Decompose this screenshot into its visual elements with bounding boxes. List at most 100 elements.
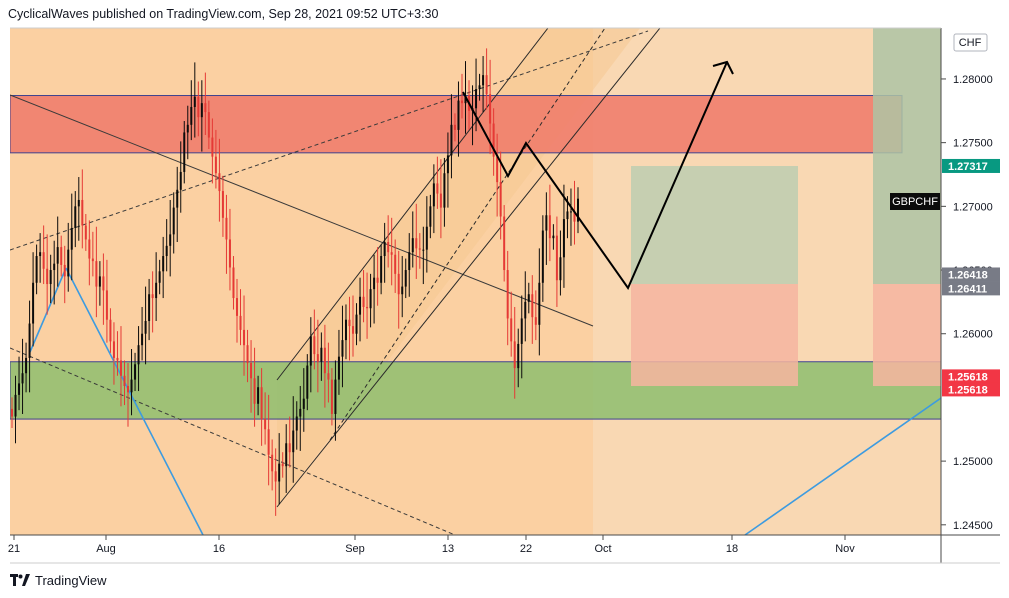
candle-body-129 — [464, 95, 467, 104]
price-tick-label-1: 1.27500 — [953, 138, 993, 150]
symbol-label: GBPCHF — [892, 196, 938, 208]
candle-body-113 — [408, 252, 411, 271]
candle-body-21 — [84, 225, 87, 240]
candle-body-154 — [552, 235, 555, 239]
candle-body-4 — [25, 357, 28, 374]
candle-body-93 — [337, 356, 340, 380]
candle-body-57 — [211, 137, 214, 157]
candle-body-111 — [401, 286, 404, 295]
price-tick-label-6: 1.24500 — [953, 520, 993, 532]
target-zone-box — [631, 166, 798, 284]
dashed-trendline-upper — [10, 30, 649, 251]
candle-body-78 — [285, 443, 288, 467]
candle-body-26 — [102, 276, 105, 291]
candle-body-86 — [313, 336, 316, 355]
right-stop-box — [873, 284, 941, 386]
candlestick-series — [11, 48, 579, 516]
channel-upper-line — [276, 28, 549, 381]
channel-lower-line — [276, 28, 661, 508]
candle-body-88 — [320, 347, 323, 362]
currency-box[interactable] — [953, 33, 988, 52]
candle-body-0 — [11, 408, 13, 417]
time-tick-label-4: 13 — [442, 543, 454, 555]
tradingview-brand: TradingView — [35, 572, 107, 588]
support-zone — [10, 361, 941, 420]
candle-body-101 — [366, 306, 369, 309]
candle-body-79 — [288, 443, 291, 453]
candle-body-60 — [221, 191, 224, 218]
time-tick-label-3: Sep — [345, 543, 365, 555]
right-target-box — [873, 28, 941, 284]
candle-body-28 — [109, 319, 112, 342]
candle-body-67 — [246, 345, 249, 364]
candle-body-150 — [538, 282, 541, 325]
candle-body-24 — [95, 261, 98, 287]
candle-body-152 — [545, 215, 548, 231]
resistance-zone — [10, 95, 903, 154]
candle-body-143 — [513, 341, 516, 369]
candle-body-102 — [369, 289, 372, 309]
candle-body-20 — [81, 199, 84, 226]
candle-body-75 — [274, 471, 277, 482]
price-tick-label-4: 1.26000 — [953, 329, 993, 341]
candle-body-47 — [176, 189, 179, 208]
candle-body-73 — [267, 429, 270, 455]
candle-body-45 — [169, 234, 172, 246]
time-tick-label-2: 16 — [213, 543, 225, 555]
candle-body-121 — [436, 183, 439, 194]
candle-body-98 — [355, 314, 358, 334]
candle-body-72 — [264, 419, 267, 430]
candle-body-99 — [359, 296, 362, 315]
time-tick-label-0: 21 — [8, 543, 20, 555]
candle-body-22 — [88, 239, 91, 259]
candle-body-94 — [341, 340, 344, 357]
candle-body-89 — [323, 347, 326, 374]
channel-mid-line — [329, 28, 606, 441]
candle-body-32 — [123, 375, 126, 386]
candle-body-6 — [32, 282, 35, 324]
candle-body-119 — [429, 206, 432, 227]
candle-body-58 — [214, 156, 217, 174]
candle-body-55 — [204, 103, 207, 113]
candle-body-68 — [250, 363, 253, 379]
candle-body-105 — [380, 256, 383, 283]
candle-body-13 — [56, 247, 59, 264]
candle-body-91 — [330, 379, 333, 414]
blue-line-left-short — [29, 267, 67, 353]
price-badge-label-4: 1.25618 — [948, 384, 988, 396]
candle-body-71 — [260, 387, 263, 420]
candle-body-35 — [134, 364, 137, 380]
candle-body-92 — [334, 379, 337, 414]
candle-body-160 — [573, 211, 576, 222]
time-tick-label-6: Oct — [594, 543, 611, 555]
candle-body-151 — [541, 230, 544, 283]
symbol-label-box — [890, 193, 940, 210]
candle-body-62 — [228, 239, 231, 268]
candle-body-10 — [46, 268, 49, 285]
candle-body-19 — [77, 199, 80, 207]
candle-body-36 — [137, 345, 140, 365]
blue-line-right — [744, 397, 941, 535]
price-badge-label-2: 1.26411 — [948, 283, 987, 295]
candle-body-104 — [376, 277, 379, 283]
candle-body-95 — [344, 319, 347, 341]
chart-publish-header: CyclicalWaves published on TradingView.c… — [8, 7, 439, 21]
candle-body-133 — [478, 85, 481, 90]
candle-body-120 — [432, 183, 435, 207]
stop-zone-box — [631, 284, 798, 386]
time-tick-label-8: Nov — [835, 543, 855, 555]
candle-body-158 — [566, 211, 569, 220]
candle-body-107 — [387, 242, 390, 253]
candle-body-17 — [70, 227, 73, 250]
candle-body-44 — [165, 245, 168, 257]
candle-body-159 — [569, 211, 572, 213]
candle-body-97 — [352, 326, 355, 334]
candle-body-146 — [524, 301, 527, 319]
candle-body-38 — [144, 320, 147, 334]
candle-body-8 — [39, 252, 42, 257]
candle-body-52 — [193, 96, 196, 107]
candle-body-136 — [489, 94, 492, 124]
candle-body-147 — [527, 294, 530, 302]
candle-body-106 — [383, 242, 386, 257]
